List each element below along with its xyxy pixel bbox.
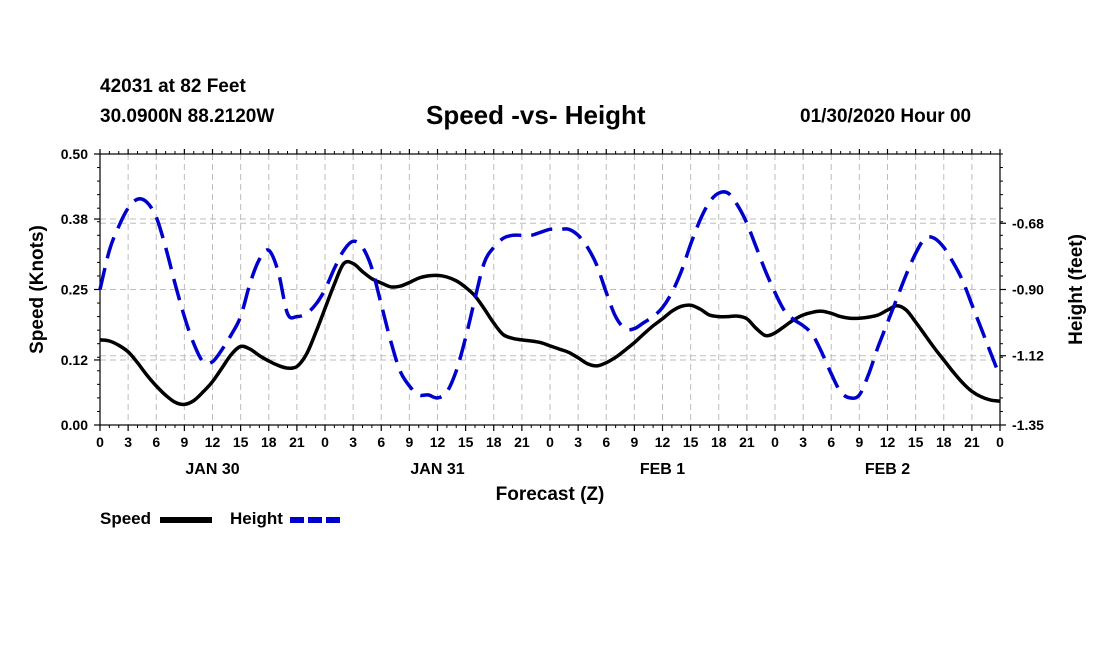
station-label: 42031 at 82 Feet [100, 76, 246, 97]
day-label: JAN 30 [185, 461, 239, 478]
series-line-speed [99, 259, 1001, 407]
series-line-height [98, 190, 1002, 400]
x-tick-label: 6 [152, 434, 160, 450]
y-tick-label-right: -0.68 [1012, 215, 1044, 231]
x-axis-title: Forecast (Z) [496, 484, 605, 505]
y-axis-title-right: Height (feet) [1066, 234, 1087, 345]
x-tick-label: 0 [96, 434, 104, 450]
day-label: FEB 2 [865, 461, 910, 478]
x-tick-label: 3 [349, 434, 357, 450]
x-tick-label: 0 [546, 434, 554, 450]
x-tick-label: 15 [233, 434, 249, 450]
x-tick-label: 15 [458, 434, 474, 450]
y-tick-label-left: 0.38 [61, 211, 88, 227]
x-tick-label: 0 [321, 434, 329, 450]
x-tick-label: 0 [771, 434, 779, 450]
y-tick-label-right: -0.90 [1012, 282, 1044, 298]
x-tick-label: 9 [630, 434, 638, 450]
y-tick-label-right: -1.35 [1012, 417, 1044, 433]
y-tick-label-left: 0.50 [61, 146, 88, 162]
x-tick-label: 6 [602, 434, 610, 450]
day-label: JAN 31 [410, 461, 464, 478]
y-axis-title-left: Speed (Knots) [27, 225, 48, 354]
x-tick-label: 6 [377, 434, 385, 450]
x-tick-label: 12 [205, 434, 221, 450]
x-tick-label: 3 [574, 434, 582, 450]
x-tick-label: 3 [124, 434, 132, 450]
x-tick-label: 15 [908, 434, 924, 450]
x-tick-label: 12 [880, 434, 896, 450]
x-tick-label: 18 [486, 434, 502, 450]
x-tick-label: 15 [683, 434, 699, 450]
run-time-label: 01/30/2020 Hour 00 [800, 106, 972, 127]
x-tick-label: 9 [855, 434, 863, 450]
x-tick-label: 12 [655, 434, 671, 450]
x-tick-label: 21 [964, 434, 980, 450]
y-tick-label-left: 0.12 [61, 352, 88, 368]
y-tick-label-left: 0.25 [61, 282, 88, 298]
x-tick-label: 9 [405, 434, 413, 450]
day-label: FEB 1 [640, 461, 685, 478]
coordinates-label: 30.0900N 88.2120W [100, 106, 275, 127]
x-tick-label: 3 [799, 434, 807, 450]
y-tick-label-left: 0.00 [61, 417, 88, 433]
legend-height-label: Height [230, 509, 283, 528]
x-tick-label: 0 [996, 434, 1004, 450]
x-tick-label: 21 [739, 434, 755, 450]
x-tick-label: 18 [711, 434, 727, 450]
x-tick-label: 18 [261, 434, 277, 450]
x-tick-label: 21 [514, 434, 530, 450]
y-tick-label-right: -1.12 [1012, 348, 1044, 364]
x-tick-label: 18 [936, 434, 952, 450]
legend-speed-label: Speed [100, 509, 152, 528]
x-tick-label: 21 [289, 434, 305, 450]
x-tick-label: 9 [180, 434, 188, 450]
chart-title: Speed -vs- Height [426, 100, 646, 130]
x-tick-label: 12 [430, 434, 446, 450]
x-tick-label: 6 [827, 434, 835, 450]
